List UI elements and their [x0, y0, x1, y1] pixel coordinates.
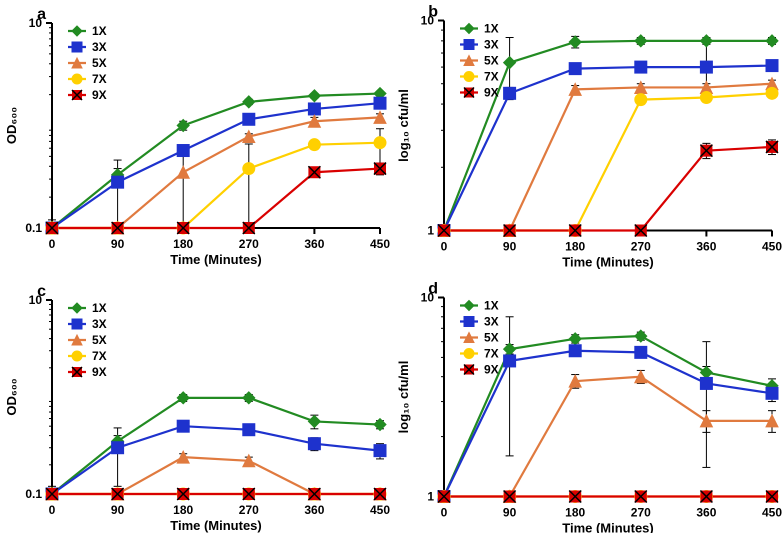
svg-text:0: 0 [49, 237, 56, 251]
svg-text:5X: 5X [484, 331, 499, 345]
svg-text:90: 90 [503, 506, 517, 520]
panel-c: 0901802703604500.110Time (Minutes)OD₆₀₀c… [0, 277, 392, 533]
svg-text:OD₆₀₀: OD₆₀₀ [4, 107, 19, 144]
svg-text:450: 450 [370, 237, 390, 251]
panel-b: 090180270360450110Time (Minutes)log₁₀ cf… [392, 0, 784, 277]
svg-text:Time (Minutes): Time (Minutes) [170, 252, 262, 267]
panel-c-svg: 0901802703604500.110Time (Minutes)OD₆₀₀c… [0, 277, 392, 533]
svg-text:7X: 7X [92, 349, 107, 363]
panel-b-svg: 090180270360450110Time (Minutes)log₁₀ cf… [392, 0, 784, 277]
chart-grid: 0901802703604500.110Time (Minutes)OD₆₀₀a… [0, 0, 784, 533]
svg-text:270: 270 [239, 503, 259, 517]
svg-text:270: 270 [239, 237, 259, 251]
svg-text:9X: 9X [484, 363, 499, 377]
svg-text:270: 270 [631, 240, 651, 254]
svg-text:0: 0 [441, 240, 448, 254]
svg-text:1X: 1X [92, 301, 107, 315]
svg-text:a: a [37, 6, 46, 23]
svg-text:b: b [428, 4, 438, 21]
svg-text:180: 180 [173, 503, 193, 517]
svg-text:9X: 9X [92, 88, 107, 102]
svg-text:1: 1 [427, 490, 434, 504]
svg-text:180: 180 [565, 506, 585, 520]
svg-text:5X: 5X [484, 54, 499, 68]
svg-text:3X: 3X [92, 317, 107, 331]
svg-text:Time (Minutes): Time (Minutes) [562, 521, 654, 533]
svg-text:c: c [37, 283, 46, 300]
svg-text:450: 450 [762, 240, 782, 254]
svg-text:7X: 7X [484, 347, 499, 361]
panel-a-svg: 0901802703604500.110Time (Minutes)OD₆₀₀a… [0, 0, 392, 277]
svg-text:360: 360 [304, 503, 324, 517]
svg-text:log₁₀ cfu/ml: log₁₀ cfu/ml [396, 361, 411, 434]
panel-d: 090180270360450110Time (Minutes)log₁₀ cf… [392, 277, 784, 533]
svg-text:1X: 1X [92, 24, 107, 38]
svg-text:5X: 5X [92, 333, 107, 347]
svg-text:d: d [428, 281, 438, 298]
svg-text:90: 90 [503, 240, 517, 254]
svg-text:7X: 7X [484, 70, 499, 84]
svg-text:0: 0 [49, 503, 56, 517]
svg-text:270: 270 [631, 506, 651, 520]
svg-text:90: 90 [111, 503, 125, 517]
svg-text:OD₆₀₀: OD₆₀₀ [4, 378, 19, 415]
svg-text:Time (Minutes): Time (Minutes) [170, 518, 262, 533]
svg-text:360: 360 [696, 240, 716, 254]
svg-text:9X: 9X [484, 86, 499, 100]
svg-text:Time (Minutes): Time (Minutes) [562, 255, 654, 270]
svg-text:180: 180 [173, 237, 193, 251]
svg-text:450: 450 [762, 506, 782, 520]
svg-text:3X: 3X [92, 40, 107, 54]
svg-text:1X: 1X [484, 299, 499, 313]
svg-text:0.1: 0.1 [25, 221, 42, 235]
svg-text:9X: 9X [92, 365, 107, 379]
svg-text:1X: 1X [484, 22, 499, 36]
panel-d-svg: 090180270360450110Time (Minutes)log₁₀ cf… [392, 277, 784, 533]
svg-text:7X: 7X [92, 72, 107, 86]
svg-text:5X: 5X [92, 56, 107, 70]
svg-text:3X: 3X [484, 315, 499, 329]
svg-text:360: 360 [696, 506, 716, 520]
svg-text:0: 0 [441, 506, 448, 520]
svg-text:log₁₀ cfu/ml: log₁₀ cfu/ml [396, 89, 411, 162]
svg-text:180: 180 [565, 240, 585, 254]
panel-a: 0901802703604500.110Time (Minutes)OD₆₀₀a… [0, 0, 392, 277]
svg-text:1: 1 [427, 224, 434, 238]
svg-text:90: 90 [111, 237, 125, 251]
svg-text:360: 360 [304, 237, 324, 251]
svg-text:3X: 3X [484, 38, 499, 52]
svg-text:0.1: 0.1 [25, 487, 42, 501]
svg-text:450: 450 [370, 503, 390, 517]
